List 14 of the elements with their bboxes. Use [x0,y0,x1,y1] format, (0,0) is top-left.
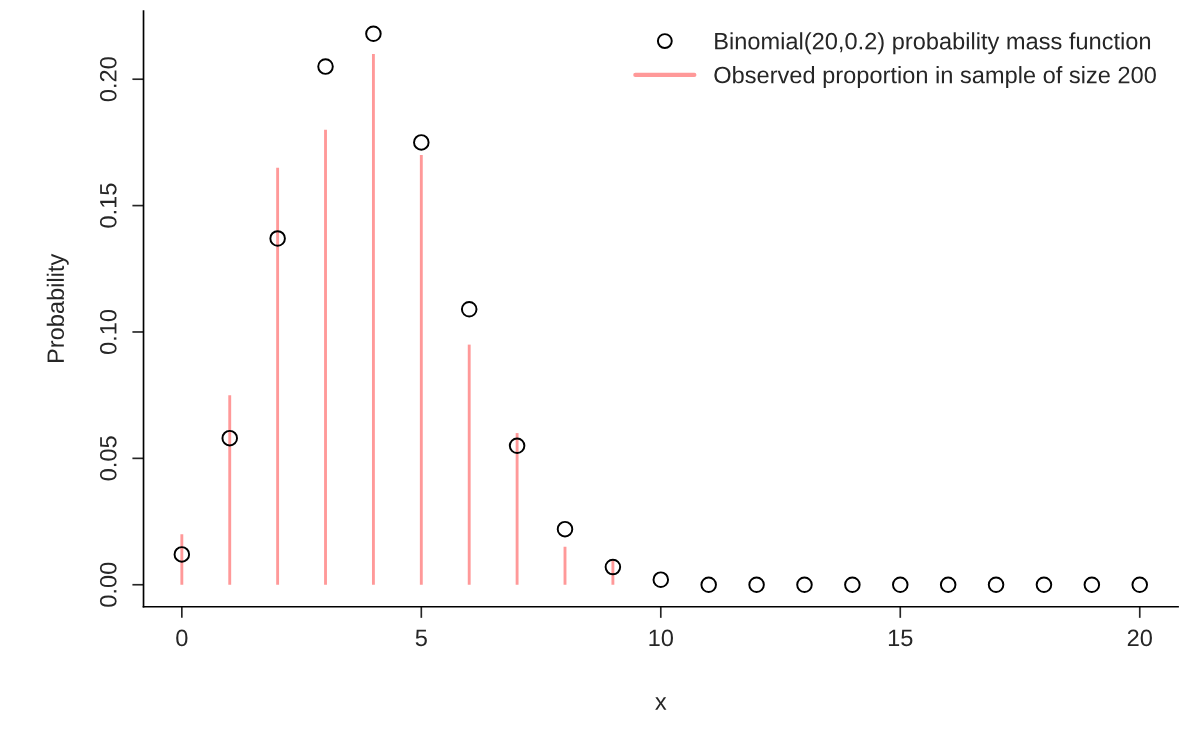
y-tick-label: 0.15 [99,183,117,228]
x-tick-label: 0 [176,629,188,647]
x-tick-label: 10 [649,629,673,647]
x-tick-label: 20 [1127,629,1152,647]
x-tick-label: 15 [888,629,913,647]
x-tick-label: 5 [415,629,427,647]
legend-label: Binomial(20,0.2) probability mass function [715,32,1151,55]
legend-label: Observed proportion in sample of size 200 [714,66,1156,89]
x-axis-title: x [655,697,667,710]
y-axis-title: Probability [46,253,69,363]
y-tick-label: 0.00 [99,562,117,607]
y-tick-label: 0.20 [99,57,117,102]
y-tick-label: 0.10 [99,309,117,355]
y-tick-label: 0.05 [99,436,117,481]
